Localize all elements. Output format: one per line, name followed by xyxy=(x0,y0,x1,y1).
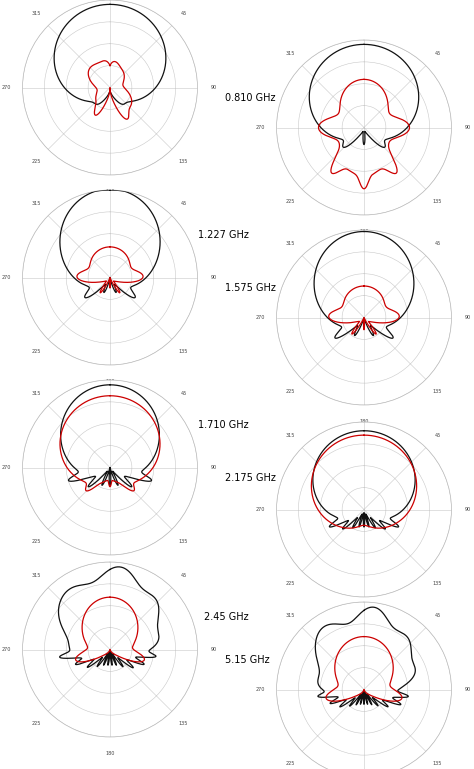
Text: 0.810 GHz: 0.810 GHz xyxy=(225,93,275,103)
Text: 1.575 GHz: 1.575 GHz xyxy=(225,283,276,293)
Text: 2.45 GHz: 2.45 GHz xyxy=(204,612,249,622)
Text: 5.15 GHz: 5.15 GHz xyxy=(225,655,270,665)
Text: 2.175 GHz: 2.175 GHz xyxy=(225,473,276,483)
Text: 1.227 GHz: 1.227 GHz xyxy=(198,230,249,240)
Text: 1.710 GHz: 1.710 GHz xyxy=(199,420,249,430)
